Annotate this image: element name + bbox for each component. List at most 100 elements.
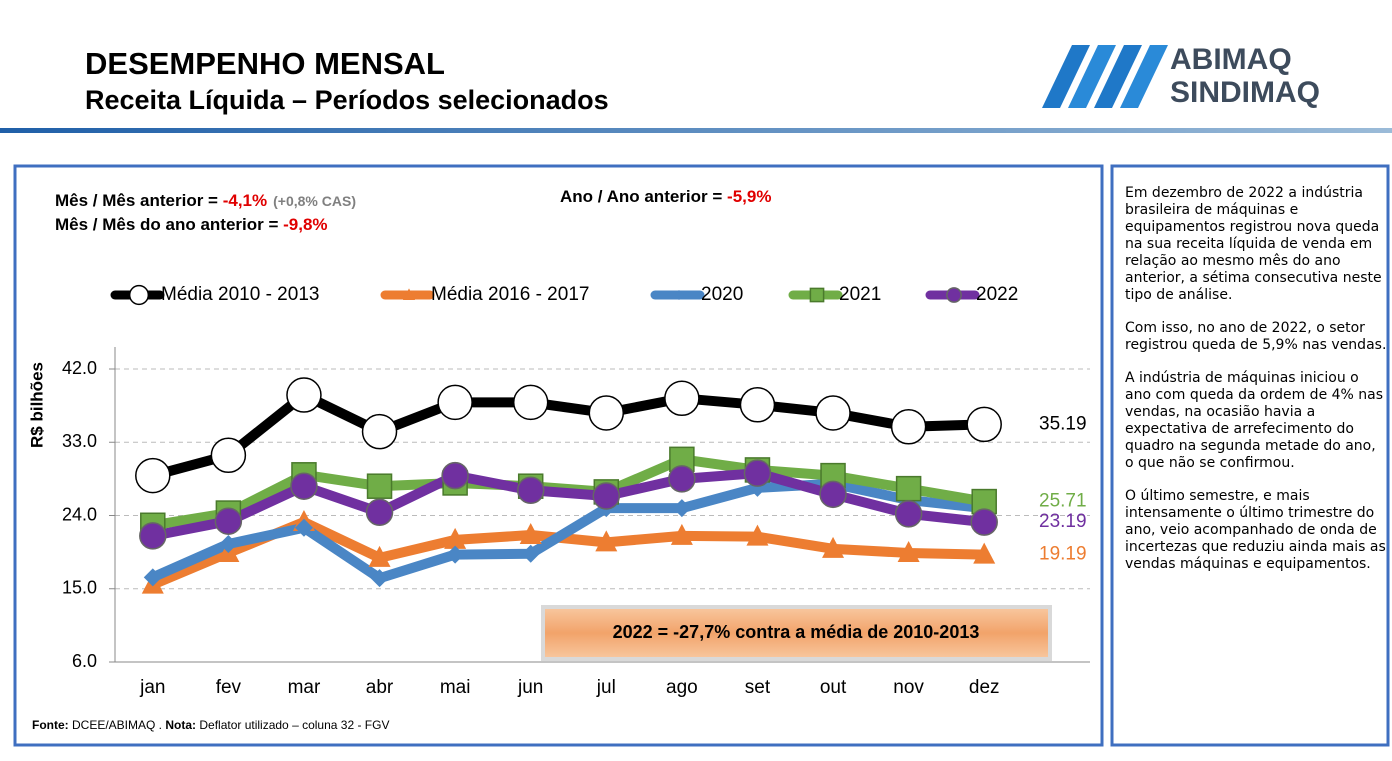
chart-frame	[13, 164, 1104, 747]
stat-label: Mês / Mês do ano anterior =	[55, 215, 283, 234]
paragraph: A indústria de máquinas iniciou o ano co…	[1125, 370, 1384, 471]
marker	[670, 523, 693, 545]
header-rule	[0, 128, 1392, 133]
marker	[890, 409, 927, 445]
footnote-text: Deflator utilizado – coluna 32 - FGV	[196, 718, 389, 732]
stat-value: -5,9%	[727, 187, 771, 206]
stat-value: -4,1%	[223, 191, 267, 210]
x-tick-label: ago	[666, 677, 698, 698]
annotation-box	[541, 605, 1052, 661]
legend-label: 2020	[701, 284, 743, 305]
marker	[294, 518, 313, 537]
marker	[365, 498, 394, 526]
x-tick-label: jul	[596, 677, 616, 698]
stat: Mês / Mês do ano anterior = -9,8%	[55, 215, 328, 234]
x-tick-label: fev	[216, 677, 242, 698]
stat-note: (+0,8% CAS)	[273, 193, 356, 209]
y-tick-label: 6.0	[72, 651, 97, 671]
x-tick-label: mai	[440, 677, 471, 698]
logo-text: ABIMAQ	[1170, 43, 1292, 76]
stat: Mês / Mês anterior = -4,1% (+0,8% CAS)	[55, 191, 356, 210]
footnote-label: Fonte:	[32, 718, 69, 732]
marker	[368, 545, 391, 567]
side-frame	[1110, 164, 1390, 747]
marker	[441, 461, 469, 490]
footnote: Fonte: DCEE/ABIMAQ . Nota: Deflator util…	[32, 718, 389, 732]
subtitle: Receita Líquida – Períodos selecionados	[85, 85, 609, 115]
marker	[402, 288, 416, 300]
x-tick-label: mar	[288, 677, 321, 698]
stat: Ano / Ano anterior = -5,9%	[560, 187, 771, 206]
y-tick-label: 24.0	[62, 504, 97, 524]
marker	[815, 395, 851, 431]
marker	[946, 287, 962, 303]
marker	[516, 476, 545, 505]
marker	[595, 530, 618, 552]
x-tick-label: dez	[969, 677, 1000, 698]
marker	[437, 384, 473, 421]
paragraph: Com isso, no ano de 2022, o setor regist…	[1125, 320, 1387, 353]
marker	[446, 545, 465, 564]
title: DESEMPENHO MENSAL	[85, 46, 445, 81]
marker	[370, 569, 389, 588]
marker	[973, 542, 996, 564]
marker	[668, 465, 696, 493]
marker	[290, 472, 318, 500]
footnote-label: Nota:	[165, 718, 196, 732]
marker	[739, 387, 776, 423]
plot: 6.0 15.0 24.0 33.0 42.0 jan fev mar abr mai jun jul…	[62, 284, 1090, 698]
footnote-text: DCEE/ABIMAQ .	[69, 718, 166, 732]
marker	[819, 480, 847, 509]
x-tick-label: nov	[893, 677, 924, 698]
paragraph: Em dezembro de 2022 a indústria brasilei…	[1125, 185, 1382, 303]
y-tick-label: 42.0	[62, 358, 97, 378]
x-tick-label: jun	[517, 677, 543, 698]
legend-label: 2022	[976, 284, 1018, 305]
marker	[361, 413, 398, 450]
x-tick-label: set	[745, 677, 771, 698]
marker	[286, 377, 322, 413]
marker	[894, 500, 923, 528]
data-label: 35.19	[1039, 413, 1087, 434]
marker	[219, 534, 238, 553]
side-panel: Em dezembro de 2022 a indústria brasilei…	[1125, 185, 1387, 589]
marker	[897, 540, 920, 562]
marker	[588, 395, 625, 431]
marker	[970, 508, 998, 536]
marker	[592, 482, 621, 510]
marker	[674, 290, 684, 300]
y-tick-label: 15.0	[62, 578, 97, 598]
marker	[519, 523, 542, 545]
marker	[135, 457, 171, 494]
marker	[672, 499, 691, 518]
marker	[214, 507, 243, 535]
x-tick-label: abr	[366, 677, 394, 698]
paragraph: O último semestre, e mais intensamente o…	[1125, 488, 1386, 572]
legend-label: Média 2010 - 2013	[161, 284, 319, 305]
data-label: 23.19	[1039, 511, 1087, 532]
legend-label: Média 2016 - 2017	[431, 284, 589, 305]
marker	[664, 380, 700, 417]
marker	[743, 459, 772, 487]
logo-text: SINDIMAQ	[1170, 76, 1320, 109]
marker	[521, 544, 540, 563]
marker	[966, 406, 1002, 443]
marker	[822, 536, 845, 558]
marker	[143, 568, 162, 587]
marker	[512, 384, 549, 421]
marker	[895, 475, 922, 502]
marker	[128, 284, 150, 306]
y-tick-label: 33.0	[62, 431, 97, 451]
data-label: 19.19	[1039, 544, 1087, 565]
marker	[444, 527, 467, 549]
marker	[809, 287, 825, 303]
series-line	[151, 390, 985, 481]
stat-label: Ano / Ano anterior =	[560, 187, 727, 206]
logo: ABIMAQ SINDIMAQ	[1042, 43, 1320, 109]
x-tick-label: jan	[139, 677, 165, 698]
marker	[366, 473, 393, 499]
marker	[746, 524, 769, 546]
data-label: 25.71	[1039, 491, 1087, 512]
